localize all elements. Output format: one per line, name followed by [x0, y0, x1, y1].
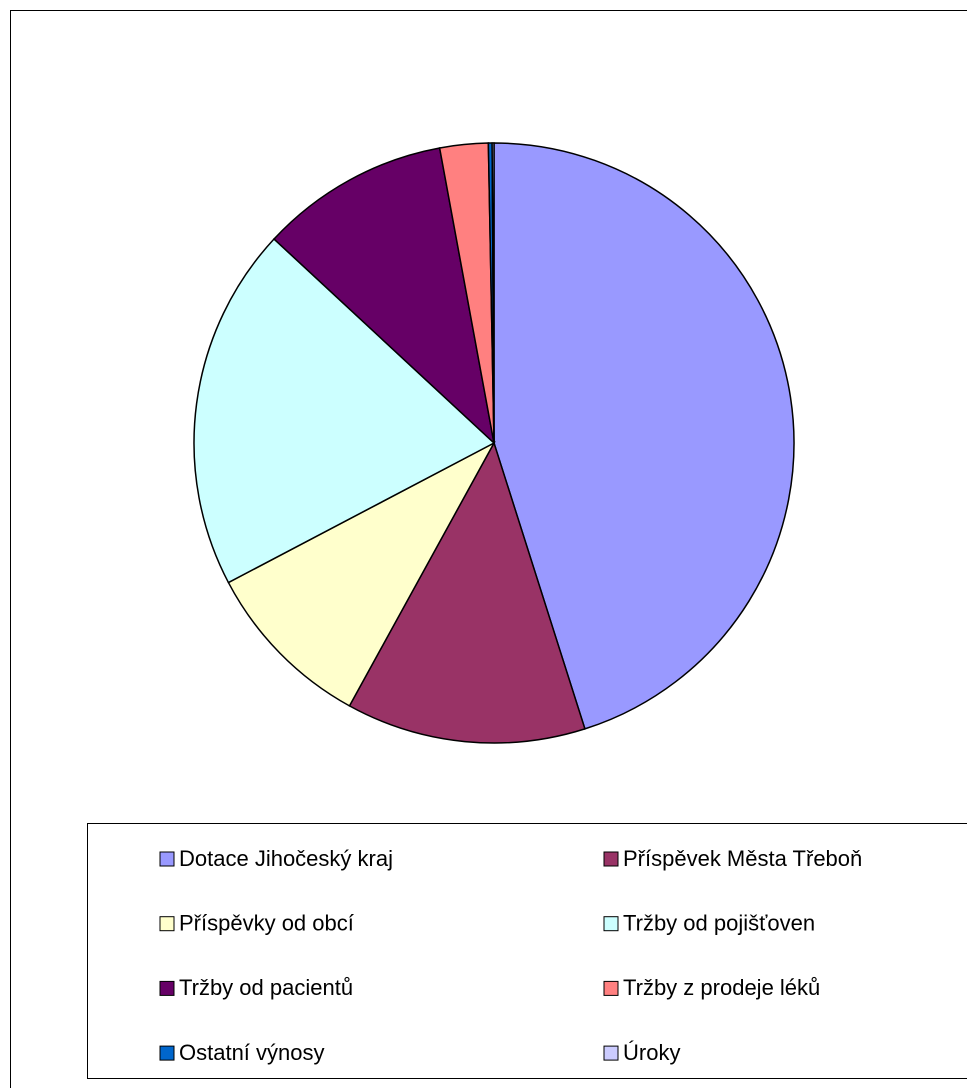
legend-label: Ostatní výnosy [179, 1040, 325, 1065]
legend-label: Příspěvky od obcí [179, 911, 354, 936]
legend-box [87, 823, 967, 1079]
legend-swatch [603, 851, 619, 867]
legend-swatch [159, 980, 175, 996]
legend-label: Úroky [623, 1040, 680, 1065]
legend-swatch [159, 1045, 175, 1061]
pie-slice [493, 142, 795, 730]
legend-label: Tržby od pojišťoven [623, 911, 815, 936]
legend-label: Tržby z prodeje léků [623, 975, 820, 1000]
legend-swatch [603, 980, 619, 996]
pie-slice [272, 147, 496, 446]
legend-swatch [159, 916, 175, 932]
legend-label: Dotace Jihočeský kraj [179, 846, 393, 871]
legend-swatch [603, 916, 619, 932]
legend-label: Tržby od pacientů [179, 975, 353, 1000]
pie-slice [227, 441, 496, 707]
pie-slice [491, 142, 495, 444]
pie-slice [193, 237, 496, 584]
pie-slice [348, 441, 586, 744]
legend-label: Příspěvek Města Třeboň [623, 846, 862, 871]
legend-swatch [159, 851, 175, 867]
legend-swatch [603, 1045, 619, 1061]
